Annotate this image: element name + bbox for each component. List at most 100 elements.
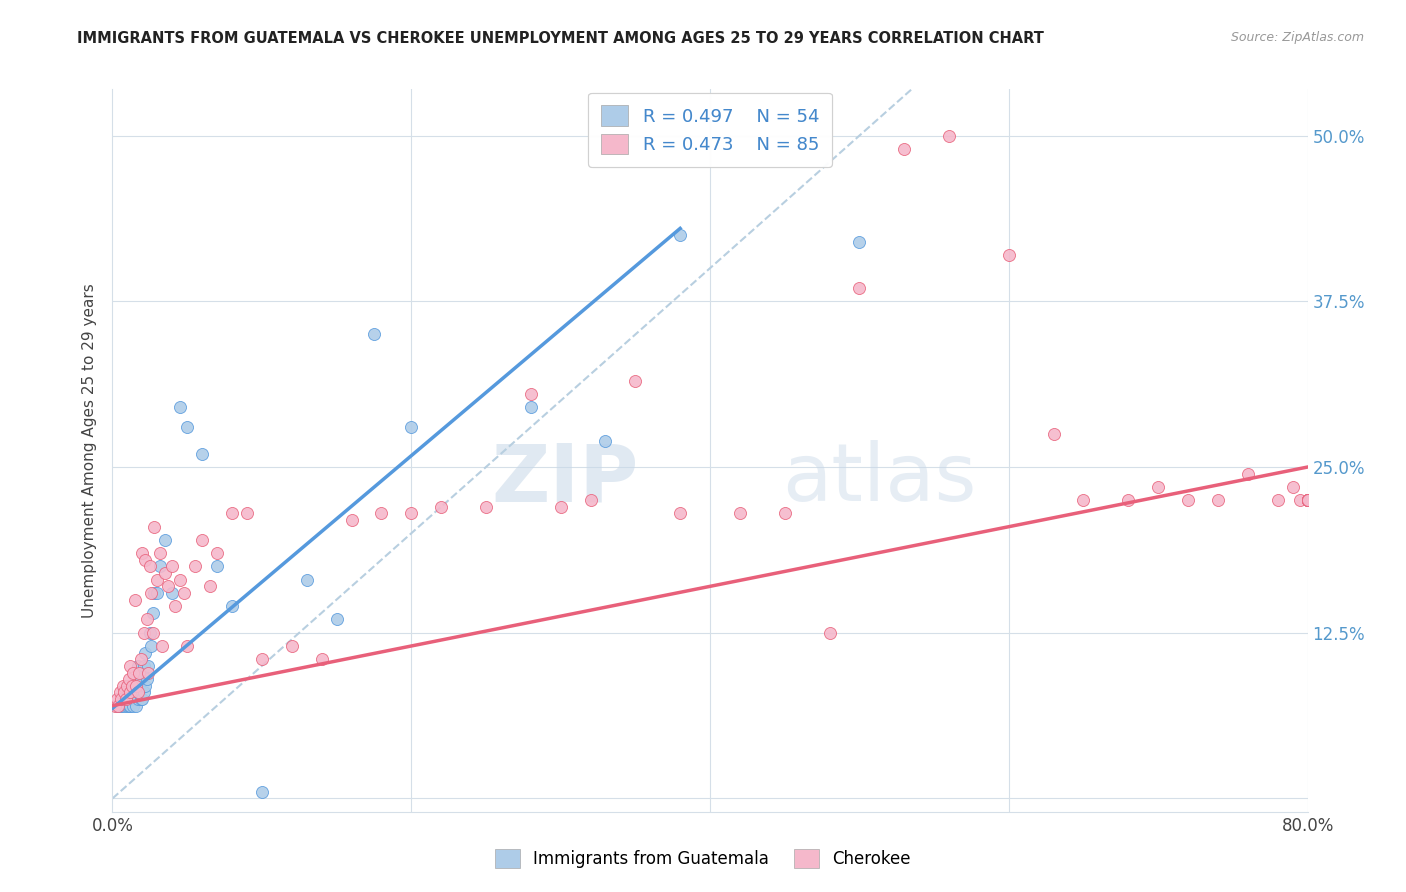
Point xyxy=(143,519,166,533)
Point xyxy=(162,559,183,574)
Point xyxy=(728,507,751,521)
Point xyxy=(176,420,198,434)
Point xyxy=(127,685,149,699)
Point xyxy=(1177,493,1199,508)
Text: atlas: atlas xyxy=(782,441,976,518)
Point xyxy=(117,685,139,699)
Point xyxy=(134,679,156,693)
Point xyxy=(176,639,198,653)
Point xyxy=(131,546,153,560)
Point xyxy=(114,685,135,699)
Point xyxy=(773,507,796,521)
Y-axis label: Unemployment Among Ages 25 to 29 years: Unemployment Among Ages 25 to 29 years xyxy=(82,283,97,618)
Point xyxy=(848,281,870,295)
Point xyxy=(998,248,1021,262)
Point xyxy=(120,659,142,673)
Point xyxy=(141,586,163,600)
Point xyxy=(115,692,138,706)
Point xyxy=(128,679,150,693)
Point xyxy=(1147,480,1170,494)
Point xyxy=(1296,493,1319,508)
Point xyxy=(132,625,155,640)
Point xyxy=(221,507,243,521)
Point xyxy=(818,625,841,640)
Point xyxy=(139,559,162,574)
Point xyxy=(135,672,157,686)
Point xyxy=(1296,493,1319,508)
Point xyxy=(1289,493,1312,508)
Point xyxy=(117,698,139,713)
Point xyxy=(121,692,143,706)
Point xyxy=(156,579,179,593)
Point xyxy=(108,698,131,713)
Point xyxy=(1296,493,1319,508)
Point xyxy=(221,599,243,614)
Text: IMMIGRANTS FROM GUATEMALA VS CHEROKEE UNEMPLOYMENT AMONG AGES 25 TO 29 YEARS COR: IMMIGRANTS FROM GUATEMALA VS CHEROKEE UN… xyxy=(77,31,1045,46)
Point xyxy=(110,692,132,706)
Point xyxy=(325,612,347,626)
Point xyxy=(1296,493,1319,508)
Point xyxy=(128,665,150,680)
Point xyxy=(1118,493,1140,508)
Point xyxy=(1296,493,1319,508)
Point xyxy=(624,374,647,388)
Point xyxy=(134,646,156,660)
Point xyxy=(236,507,259,521)
Point xyxy=(430,500,453,514)
Point xyxy=(124,692,146,706)
Point xyxy=(401,507,423,521)
Text: ZIP: ZIP xyxy=(491,441,638,518)
Point xyxy=(169,401,191,415)
Point xyxy=(122,698,145,713)
Point xyxy=(121,679,143,693)
Point xyxy=(129,652,152,666)
Point xyxy=(132,659,155,673)
Point xyxy=(205,546,228,560)
Point xyxy=(142,625,165,640)
Point xyxy=(108,685,131,699)
Point xyxy=(114,698,135,713)
Point xyxy=(150,639,173,653)
Point xyxy=(340,513,363,527)
Point xyxy=(132,685,155,699)
Point xyxy=(1296,493,1319,508)
Point xyxy=(363,327,385,342)
Point xyxy=(370,507,392,521)
Point xyxy=(669,227,692,242)
Point xyxy=(141,639,163,653)
Point xyxy=(1237,467,1260,481)
Point xyxy=(118,672,141,686)
Point xyxy=(295,573,318,587)
Point xyxy=(162,586,183,600)
Point xyxy=(135,612,157,626)
Point xyxy=(131,692,153,706)
Point xyxy=(149,546,172,560)
Point xyxy=(1296,493,1319,508)
Point xyxy=(1073,493,1095,508)
Point xyxy=(893,142,915,156)
Point xyxy=(129,692,152,706)
Point xyxy=(165,599,187,614)
Point xyxy=(122,679,145,693)
Point xyxy=(142,606,165,620)
Point xyxy=(127,659,149,673)
Legend: R = 0.497    N = 54, R = 0.473    N = 85: R = 0.497 N = 54, R = 0.473 N = 85 xyxy=(588,93,832,167)
Point xyxy=(250,785,273,799)
Point xyxy=(107,698,129,713)
Point xyxy=(311,652,333,666)
Point xyxy=(105,698,128,713)
Text: Source: ZipAtlas.com: Source: ZipAtlas.com xyxy=(1230,31,1364,45)
Point xyxy=(131,665,153,680)
Point xyxy=(173,586,195,600)
Point xyxy=(104,698,127,713)
Point xyxy=(125,679,148,693)
Point xyxy=(115,692,138,706)
Point xyxy=(138,665,160,680)
Point xyxy=(105,692,128,706)
Point xyxy=(122,665,145,680)
Point xyxy=(250,652,273,666)
Point xyxy=(550,500,572,514)
Point xyxy=(1042,426,1064,441)
Point xyxy=(205,559,228,574)
Point xyxy=(110,698,132,713)
